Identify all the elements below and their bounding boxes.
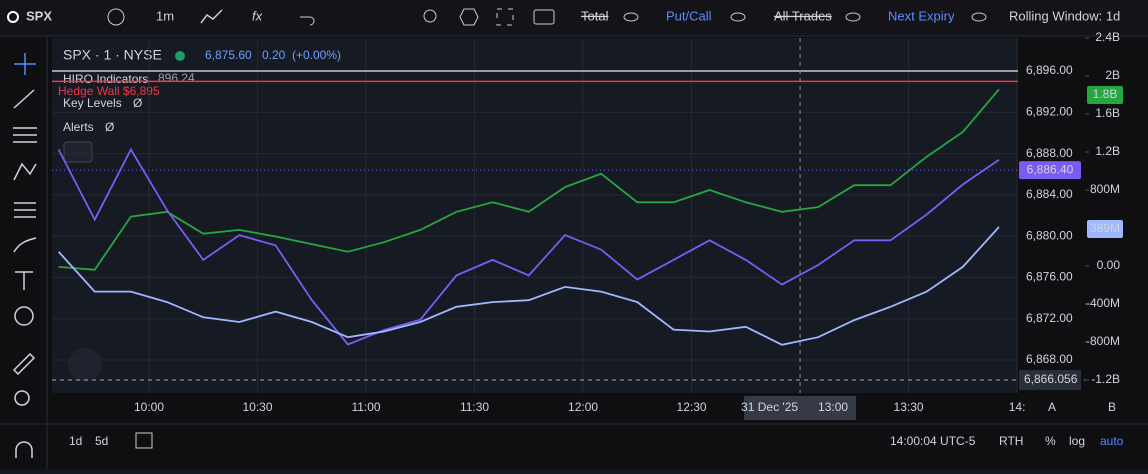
replay-icon[interactable] xyxy=(423,9,437,23)
y-tick-label: 6,888.00 xyxy=(1026,146,1073,160)
legend-row: Hedge Wall $6,895 xyxy=(58,84,160,98)
clock: 14:00:04 UTC-5 xyxy=(890,434,976,448)
session[interactable]: RTH xyxy=(999,434,1023,448)
settings-icon[interactable] xyxy=(459,8,479,26)
snapshot-icon[interactable] xyxy=(533,9,555,25)
legend-price: 6,875.60 xyxy=(205,48,252,62)
undo-icon[interactable] xyxy=(300,16,315,26)
last-value-box xyxy=(1087,220,1123,239)
scale-letter: A xyxy=(1048,400,1056,414)
filter-putcall[interactable]: Put/Call xyxy=(666,8,712,23)
filter-total[interactable]: Total xyxy=(581,8,609,23)
legend-change-pct: (+0.00%) xyxy=(292,48,341,62)
indicator-icon[interactable]: fx xyxy=(252,8,263,23)
x-tick-label: 13:30 xyxy=(894,400,924,414)
y2-tick-label: 2B xyxy=(1105,68,1120,82)
market-status xyxy=(175,51,185,61)
filter-trades[interactable]: All Trades xyxy=(774,8,832,23)
legend-row-value: Ø xyxy=(133,96,142,110)
crosshair-date: 31 Dec '25 xyxy=(741,400,798,414)
series-line xyxy=(57,226,1000,346)
goto-date[interactable] xyxy=(135,432,153,449)
rolling-window[interactable]: Rolling Window: 1d xyxy=(1009,8,1120,23)
x-tick-label: 10:30 xyxy=(242,400,272,414)
filter-expiry[interactable]: Next Expiry xyxy=(888,8,955,23)
legend-row: Key Levels xyxy=(63,96,122,110)
fullscreen-icon[interactable] xyxy=(496,8,514,26)
add-icon[interactable] xyxy=(107,8,125,26)
logo xyxy=(68,348,102,382)
y2-tick-label: -400M xyxy=(1086,296,1120,310)
x-tick-label: 10:00 xyxy=(134,400,164,414)
scale-letter: B xyxy=(1108,400,1116,414)
auto-toggle[interactable]: auto xyxy=(1100,434,1124,448)
legend-row: HIRO Indicators xyxy=(63,72,148,86)
series-line xyxy=(57,147,1000,346)
y2-tick-label: 2.4B xyxy=(1095,30,1120,44)
crosshair-label-box xyxy=(744,396,857,420)
last-value-label: 1.8B xyxy=(1093,87,1118,101)
y-tick-label: 6,876.00 xyxy=(1026,270,1073,284)
crosshair-time: 13:00 xyxy=(818,400,848,414)
last-value-label: 389M xyxy=(1090,221,1120,235)
y2-tick-label: 800M xyxy=(1090,182,1120,196)
y-tick-label: 6,896.00 xyxy=(1026,63,1073,77)
legend-change: 0.20 xyxy=(262,48,286,62)
y2-tick-label: 1.6B xyxy=(1095,106,1120,120)
range-button[interactable]: 1d xyxy=(69,434,82,448)
drawing-tools[interactable] xyxy=(12,53,37,458)
legend-row-value: 896.24 xyxy=(158,71,195,85)
x-tick-label: 12:00 xyxy=(568,400,598,414)
x-tick-label: 11:30 xyxy=(460,400,489,414)
y2-tick-label: -800M xyxy=(1086,334,1120,348)
legend-row: Alerts xyxy=(63,120,94,134)
cursor-label: 6,866.056 xyxy=(1024,372,1078,386)
y-tick-label: 6,884.00 xyxy=(1026,187,1073,201)
last-value-box xyxy=(1087,85,1123,104)
y2-tick-label: 0.00 xyxy=(1097,258,1121,272)
x-tick-label: 12:30 xyxy=(677,400,707,414)
collapse-button[interactable] xyxy=(63,141,93,163)
legend-row-value: Ø xyxy=(105,120,114,134)
interval[interactable]: 1m xyxy=(156,8,174,23)
y-tick-label: 6,880.00 xyxy=(1026,228,1073,242)
x-tick-label: 11:00 xyxy=(351,400,380,414)
y-tick-label: 6,868.00 xyxy=(1026,352,1073,366)
chart-type-icon[interactable] xyxy=(200,9,223,24)
percent-toggle[interactable]: % xyxy=(1045,434,1056,448)
symbol[interactable]: SPX xyxy=(26,8,52,23)
top-toolbar xyxy=(0,0,1148,36)
y2-tick-label: 1.2B xyxy=(1095,144,1120,158)
legend-title: SPX · 1 · NYSE xyxy=(63,47,162,63)
y-tick-label: 6,892.00 xyxy=(1026,104,1073,118)
series-line xyxy=(58,88,1000,271)
range-button[interactable]: 5d xyxy=(95,434,108,448)
plot: 6,868.00 6,872.00 6,876.00 6,880.00 6,884.00… xyxy=(52,30,1123,420)
eye-icons xyxy=(623,12,987,22)
cursor-label-box xyxy=(1019,370,1081,391)
y2-tick-label: -1.2B xyxy=(1091,372,1120,386)
x-tick-label: 14: xyxy=(1009,400,1026,414)
log-toggle[interactable]: log xyxy=(1069,434,1085,448)
search-icon[interactable] xyxy=(7,11,19,23)
y-tick-label: 6,872.00 xyxy=(1026,311,1073,325)
last-value-box xyxy=(1019,161,1081,180)
last-value-label: 6,886.40 xyxy=(1027,162,1074,176)
chart-area xyxy=(52,38,1018,393)
